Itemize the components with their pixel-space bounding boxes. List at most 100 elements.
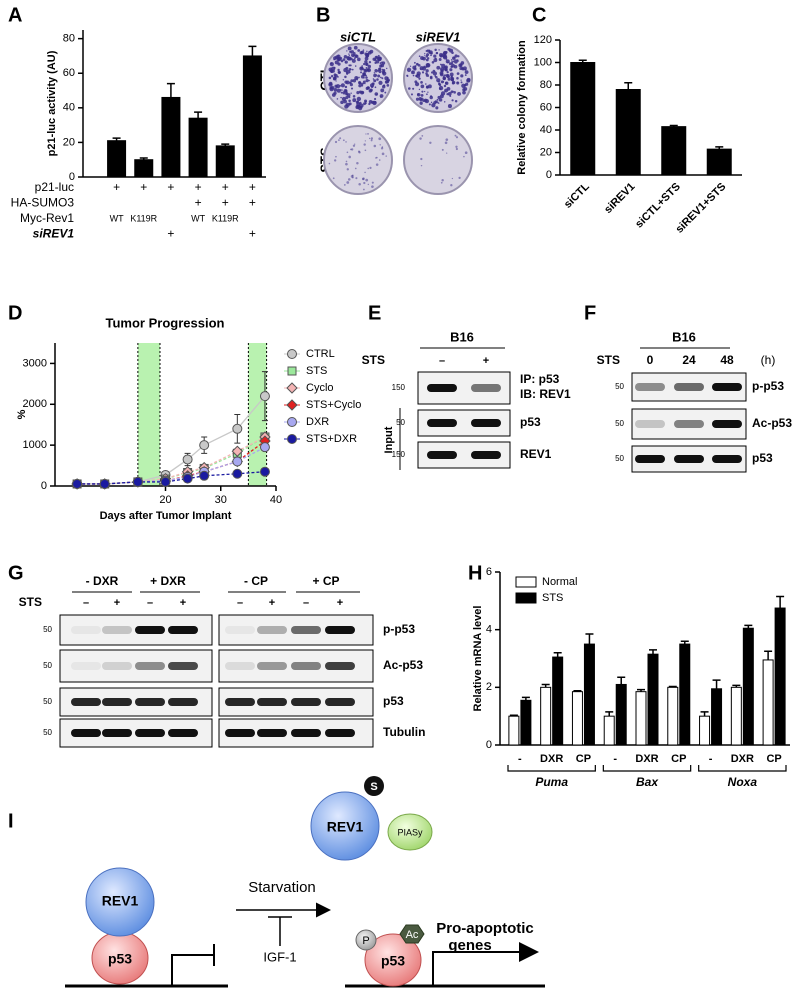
- mw-label: 50: [43, 625, 52, 634]
- colony: [447, 77, 451, 81]
- colony: [435, 51, 439, 55]
- colony: [375, 56, 378, 59]
- colony: [358, 182, 361, 186]
- colony: [370, 137, 374, 140]
- colony: [336, 98, 339, 100]
- colony: [373, 82, 375, 85]
- colony: [366, 50, 368, 53]
- colony: [364, 140, 366, 142]
- colony: [461, 83, 466, 89]
- colony: [340, 83, 345, 88]
- band: [225, 698, 255, 706]
- y-tick-label: 3000: [23, 357, 47, 369]
- x-axis-label: Days after Tumor Implant: [100, 510, 232, 522]
- pias-node: [387, 813, 433, 851]
- mw-label: 50: [396, 418, 405, 427]
- colony: [458, 176, 461, 180]
- colony: [364, 102, 367, 105]
- bar: [661, 126, 687, 176]
- error-bar: [166, 82, 175, 98]
- bar: [699, 715, 711, 746]
- colony: [446, 152, 448, 154]
- cell: +: [249, 180, 256, 194]
- colony: [428, 103, 431, 106]
- y-tick-label: 0: [546, 169, 552, 181]
- node-label: p53: [108, 951, 132, 967]
- series-line: [77, 446, 266, 485]
- colony: [362, 80, 366, 84]
- colony: [350, 57, 353, 61]
- legend-marker: [287, 366, 297, 376]
- colony: [349, 81, 352, 84]
- colony: [425, 55, 429, 58]
- colony: [464, 151, 468, 155]
- group-bracket: [507, 765, 596, 772]
- colony: [414, 82, 420, 87]
- colony: [345, 93, 348, 95]
- row-label: HA-SUMO3: [11, 196, 75, 210]
- phospho-node: [355, 929, 377, 951]
- colony: [453, 59, 458, 64]
- colony: [356, 77, 358, 80]
- colony: [351, 58, 356, 63]
- colony: [358, 106, 363, 111]
- band: [168, 729, 198, 737]
- colony: [364, 171, 366, 174]
- group-label: + DXR: [150, 574, 186, 588]
- legend-marker: [287, 349, 297, 359]
- node-label: Ac: [406, 929, 419, 941]
- bar: [552, 656, 564, 746]
- colony: [418, 77, 421, 80]
- colony: [328, 67, 333, 72]
- colony: [440, 80, 444, 84]
- colony: [464, 70, 469, 75]
- colony: [438, 98, 443, 102]
- legend-label: STS+DXR: [306, 433, 357, 445]
- colony: [460, 61, 465, 65]
- marker: [199, 440, 210, 451]
- colony: [441, 63, 446, 68]
- colony: [427, 57, 430, 60]
- band: [71, 662, 101, 670]
- colony: [368, 61, 372, 64]
- colony: [364, 69, 367, 72]
- bar: [774, 607, 786, 746]
- colony: [446, 75, 450, 79]
- group-bracket: [602, 765, 692, 772]
- band: [635, 383, 665, 391]
- x-tick-label: CP: [671, 753, 686, 765]
- series-line: [77, 395, 266, 485]
- colony: [360, 82, 364, 86]
- row-label: Ac-p53: [383, 658, 423, 672]
- colony: [340, 59, 344, 63]
- legend-label: STS: [542, 592, 563, 604]
- marker: [259, 442, 270, 453]
- colony: [336, 88, 341, 93]
- row-label: p21-luc: [35, 180, 74, 194]
- row-label: p53: [752, 451, 773, 465]
- colony: [445, 50, 448, 54]
- band: [135, 729, 165, 737]
- colony: [365, 178, 369, 182]
- y-tick-label: 20: [63, 136, 75, 148]
- colony: [333, 66, 336, 69]
- colony: [345, 66, 349, 70]
- colony: [425, 65, 428, 68]
- rev1-node: [85, 867, 155, 937]
- colony: [348, 96, 351, 99]
- colony: [349, 71, 351, 74]
- band: [71, 698, 101, 706]
- colony: [455, 145, 458, 148]
- colony: [419, 68, 422, 70]
- band: [135, 626, 165, 634]
- inhibitor-label: IGF-1: [263, 949, 296, 964]
- colony: [386, 78, 390, 82]
- y-tick-label: 2: [486, 681, 492, 693]
- colony: [343, 54, 348, 59]
- colony: [358, 84, 362, 88]
- mw-label: 150: [392, 450, 406, 459]
- colony: [454, 100, 458, 103]
- band: [102, 729, 132, 737]
- bar: [520, 699, 532, 746]
- colony: [335, 80, 337, 82]
